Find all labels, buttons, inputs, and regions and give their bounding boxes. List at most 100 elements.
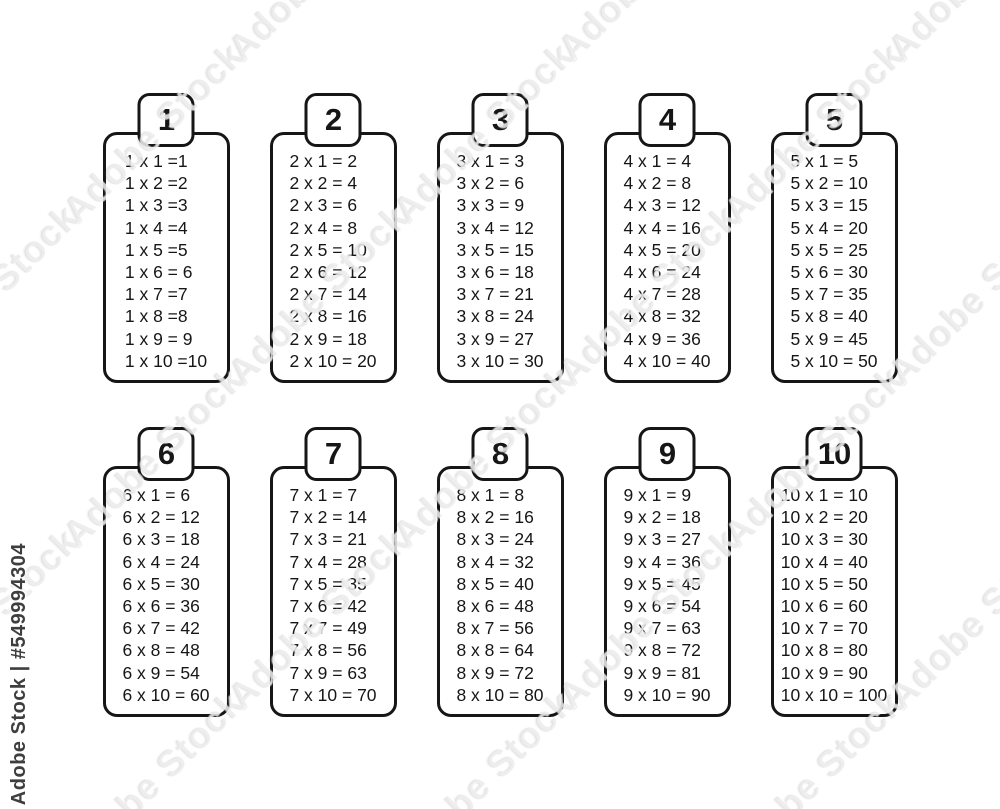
multiplication-fact: 4 x 7 = 28 [623, 284, 701, 305]
multiplication-fact: 5 x 3 = 15 [790, 195, 868, 216]
multiplication-fact: 3 x 10 = 30 [456, 350, 544, 371]
multiplication-fact: 1 x 4 =4 [124, 217, 188, 238]
multiplication-fact: 10 x 5 = 50 [780, 573, 868, 594]
multiplication-fact: 9 x 6 = 54 [623, 596, 701, 617]
card-grid: 1 1 x 1 =1 1 x 2 =2 1 x 3 =3 1 x 4 =4 1 x 5 … [0, 93, 1000, 717]
multiplication-fact: 4 x 3 = 12 [623, 195, 701, 216]
card-body: 10 x 1 = 10 10 x 2 = 20 10 x 3 = 30 10 x 4 … [770, 466, 898, 717]
multiplication-fact: 10 x 1 = 10 [780, 485, 868, 505]
multiplication-fact: 10 x 9 = 90 [780, 662, 868, 683]
multiplication-fact: 6 x 1 = 6 [122, 485, 191, 505]
multiplication-fact: 5 x 5 = 25 [790, 239, 868, 260]
multiplication-fact: 7 x 2 = 14 [289, 507, 367, 528]
multiplication-fact: 5 x 4 = 20 [790, 217, 868, 238]
multiplication-fact: 7 x 7 = 49 [289, 618, 367, 639]
fact-list: 10 x 1 = 10 10 x 2 = 20 10 x 3 = 30 10 x 4 … [781, 484, 888, 706]
multiplication-fact: 1 x 6 = 6 [124, 262, 193, 283]
multiplication-fact: 7 x 3 = 21 [289, 529, 367, 550]
multiplication-fact: 10 x 7 = 70 [780, 618, 868, 639]
multiplication-fact: 1 x 3 =3 [124, 195, 188, 216]
multiplication-fact: 7 x 8 = 56 [289, 640, 367, 661]
card-tab-number: 7 [304, 427, 362, 481]
multiplication-fact: 4 x 6 = 24 [623, 262, 701, 283]
multiplication-fact: 2 x 3 = 6 [289, 195, 358, 216]
multiplication-fact: 10 x 6 = 60 [780, 596, 868, 617]
multiplication-fact: 3 x 5 = 15 [456, 239, 534, 260]
multiplication-fact: 5 x 7 = 35 [790, 284, 868, 305]
multiplication-fact: 5 x 8 = 40 [790, 306, 868, 327]
multiplication-fact: 7 x 10 = 70 [289, 684, 377, 705]
multiplication-fact: 8 x 9 = 72 [456, 662, 534, 683]
multiplication-fact: 3 x 6 = 18 [456, 262, 534, 283]
multiplication-fact: 3 x 8 = 24 [456, 306, 534, 327]
multiplication-fact: 4 x 1 = 4 [623, 151, 692, 171]
stock-credit-watermark: Adobe Stock | #549994304 [8, 542, 30, 805]
multiplication-fact: 7 x 6 = 42 [289, 596, 367, 617]
multiplication-fact: 8 x 1 = 8 [456, 485, 525, 505]
multiplication-fact: 2 x 9 = 18 [289, 328, 367, 349]
multiplication-fact: 6 x 7 = 42 [122, 618, 200, 639]
multiplication-fact: 9 x 9 = 81 [623, 662, 701, 683]
card-tab-number: 4 [638, 93, 696, 147]
multiplication-fact: 7 x 5 = 35 [289, 573, 367, 594]
multiplication-fact: 9 x 2 = 18 [623, 507, 701, 528]
multiplication-fact: 6 x 8 = 48 [122, 640, 200, 661]
multiplication-fact: 2 x 5 = 10 [289, 239, 367, 260]
card-tab-number: 10 [805, 427, 863, 481]
multiplication-fact: 3 x 2 = 6 [456, 173, 525, 194]
multiplication-fact: 1 x 1 =1 [124, 151, 188, 171]
multiplication-fact: 1 x 7 =7 [124, 284, 188, 305]
card-tab-number: 6 [137, 427, 195, 481]
multiplication-fact: 2 x 2 = 4 [289, 173, 358, 194]
multiplication-fact: 3 x 3 = 9 [456, 195, 525, 216]
multiplication-fact: 2 x 6 = 12 [289, 262, 367, 283]
multiplication-fact: 8 x 4 = 32 [456, 551, 534, 572]
multiplication-fact: 2 x 7 = 14 [289, 284, 367, 305]
multiplication-fact: 1 x 10 =10 [124, 350, 208, 371]
multiplication-card: 10 10 x 1 = 10 10 x 2 = 20 10 x 3 = 30 10 x… [770, 427, 898, 717]
multiplication-card: 1 1 x 1 =1 1 x 2 =2 1 x 3 =3 1 x 4 =4 1 x 5 … [102, 93, 230, 383]
multiplication-fact: 8 x 2 = 16 [456, 507, 534, 528]
multiplication-fact: 7 x 1 = 7 [289, 485, 358, 505]
card-tab-number: 8 [471, 427, 529, 481]
multiplication-fact: 8 x 5 = 40 [456, 573, 534, 594]
multiplication-fact: 8 x 3 = 24 [456, 529, 534, 550]
multiplication-fact: 5 x 6 = 30 [790, 262, 868, 283]
card-tab-number: 2 [304, 93, 362, 147]
multiplication-fact: 8 x 8 = 64 [456, 640, 534, 661]
fact-list: 1 x 1 =1 1 x 2 =2 1 x 3 =3 1 x 4 =4 1 x 5 =5… [125, 150, 207, 372]
adobe-stock-watermark-tile: Adobe Stock [0, 0, 87, 70]
multiplication-fact: 9 x 4 = 36 [623, 551, 701, 572]
multiplication-fact: 2 x 4 = 8 [289, 217, 358, 238]
multiplication-fact: 1 x 9 = 9 [124, 328, 193, 349]
multiplication-fact: 4 x 9 = 36 [623, 328, 701, 349]
multiplication-fact: 6 x 6 = 36 [122, 596, 200, 617]
multiplication-fact: 3 x 4 = 12 [456, 217, 534, 238]
adobe-stock-watermark-tile: Adobe Stock [880, 0, 1000, 70]
multiplication-fact: 9 x 7 = 63 [623, 618, 701, 639]
multiplication-fact: 9 x 10 = 90 [623, 684, 711, 705]
multiplication-fact: 1 x 2 =2 [124, 173, 188, 194]
multiplication-fact: 7 x 4 = 28 [289, 551, 367, 572]
multiplication-fact: 8 x 6 = 48 [456, 596, 534, 617]
multiplication-fact: 9 x 8 = 72 [623, 640, 701, 661]
multiplication-fact: 5 x 10 = 50 [790, 350, 878, 371]
card-tab-number: 5 [805, 93, 863, 147]
multiplication-fact: 3 x 7 = 21 [456, 284, 534, 305]
multiplication-fact: 1 x 8 =8 [124, 306, 188, 327]
multiplication-fact: 10 x 4 = 40 [780, 551, 868, 572]
